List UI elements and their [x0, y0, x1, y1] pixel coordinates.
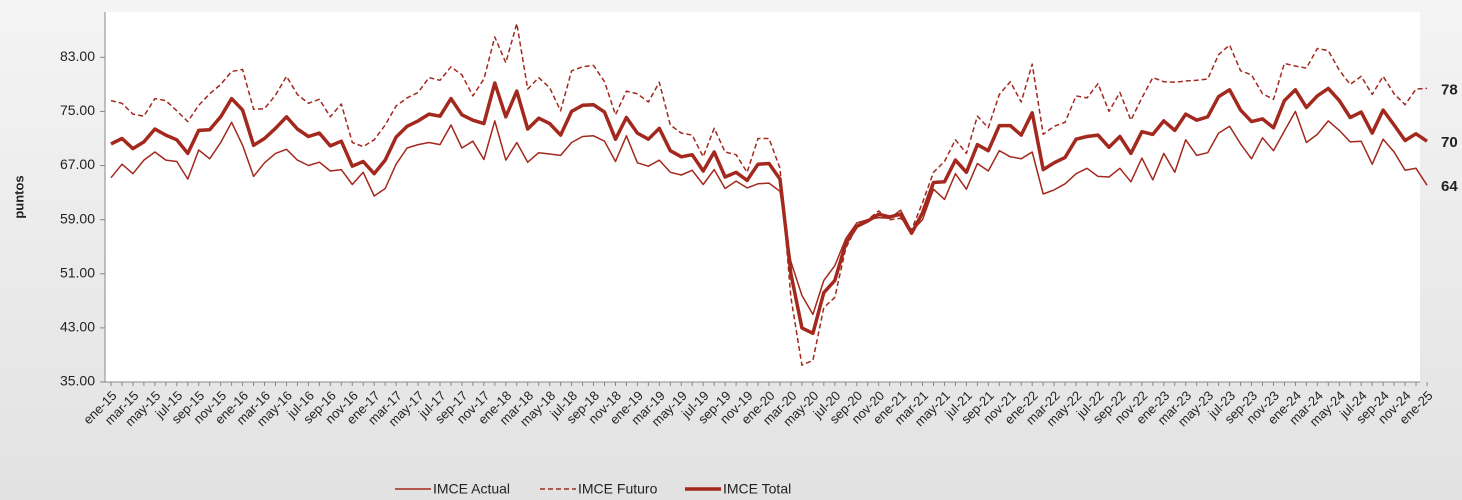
y-tick-label: 75.00 [60, 102, 95, 118]
y-tick-label: 35.00 [60, 373, 95, 389]
y-tick-label: 67.00 [60, 156, 95, 172]
end-label: 78 [1441, 81, 1458, 98]
end-label: 70 [1441, 134, 1458, 151]
y-axis-label: puntos [11, 175, 26, 218]
legend-label: IMCE Total [723, 481, 791, 497]
y-tick-label: 83.00 [60, 48, 95, 64]
y-tick-label: 59.00 [60, 210, 95, 226]
end-label: 64 [1441, 178, 1458, 195]
legend-label: IMCE Futuro [578, 481, 658, 497]
series-line [110, 81, 1428, 336]
series-line [110, 22, 1428, 366]
legend-label: IMCE Actual [433, 481, 510, 497]
y-tick-label: 51.00 [60, 264, 95, 280]
y-tick-label: 43.00 [60, 319, 95, 335]
plot-area [105, 12, 1420, 382]
series-line [110, 110, 1428, 316]
